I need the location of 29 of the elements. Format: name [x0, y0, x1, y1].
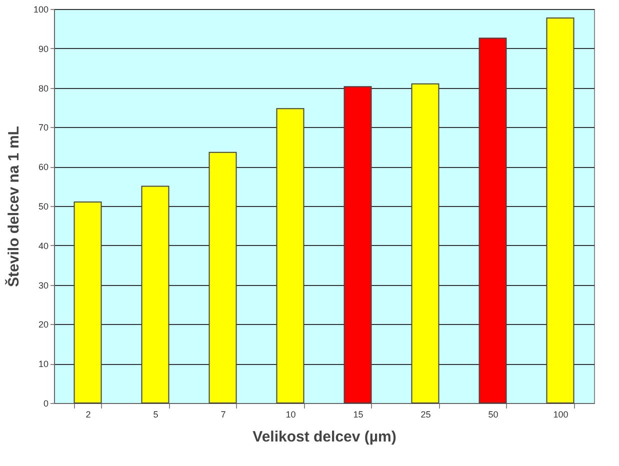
bar	[478, 38, 507, 404]
bar	[141, 186, 170, 404]
y-tick-label: 90	[38, 44, 48, 54]
y-tick-label: 30	[38, 280, 48, 290]
y-tick-label: 20	[38, 320, 48, 330]
x-tick-label: 50	[488, 410, 498, 420]
x-tick-label: 25	[420, 410, 431, 420]
y-tick-label: 60	[38, 162, 48, 172]
x-tick-label: 15	[353, 410, 364, 420]
bar	[276, 108, 304, 404]
x-axis-title: Velikost delcev (µm)	[252, 428, 396, 446]
x-tick-label: 100	[553, 410, 568, 420]
y-tick-label: 70	[38, 122, 48, 133]
x-tick-label: 2	[86, 410, 91, 420]
x-tick-label: 10	[286, 410, 296, 420]
y-axis-title: Število delcev na 1 mL	[4, 126, 22, 287]
x-tick-label: 7	[220, 410, 226, 420]
bar	[208, 152, 237, 404]
y-tick-label: 10	[38, 359, 48, 370]
bar	[546, 18, 574, 404]
y-tick-label: 100	[33, 4, 48, 14]
bar	[74, 202, 102, 404]
x-tick-label: 5	[153, 410, 158, 420]
bar	[344, 86, 372, 404]
bar	[411, 83, 440, 404]
y-tick-label: 50	[38, 202, 48, 212]
y-tick-label: 80	[38, 83, 48, 94]
y-tick-label: 0	[43, 398, 48, 408]
y-tick-label: 40	[38, 240, 48, 251]
